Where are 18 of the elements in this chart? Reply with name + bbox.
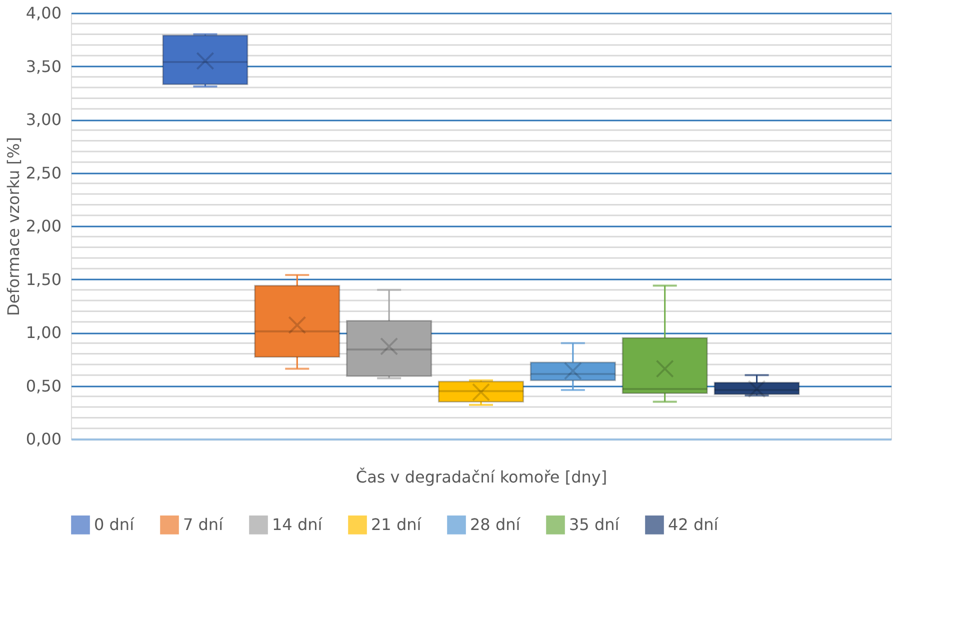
y-tick-label: 4,00 [26,4,62,22]
y-tick-label: 3,50 [26,56,62,76]
y-tick-label: 0,00 [26,430,62,448]
legend-label: 28 dní [470,514,521,534]
legend-label: 35 dní [569,514,620,534]
legend-label: 21 dní [371,514,422,534]
y-tick-label: 1,50 [26,270,62,289]
legend-label: 14 dní [272,514,323,534]
y-tick-label: 2,00 [26,216,62,236]
y-tick-label: 1,00 [26,323,62,342]
legend-label: 42 dní [668,514,719,534]
y-tick-label: 3,00 [26,110,62,129]
legend-label: 7 dní [183,514,224,534]
y-tick-label: 0,50 [26,376,62,396]
y-tick-label: 2,50 [26,163,62,182]
legend-label: 0 dní [94,514,135,534]
y-axis-title: Deformace vzorku [%] [4,137,23,316]
x-axis-title: Čas v degradační komoře [dny] [356,468,608,486]
